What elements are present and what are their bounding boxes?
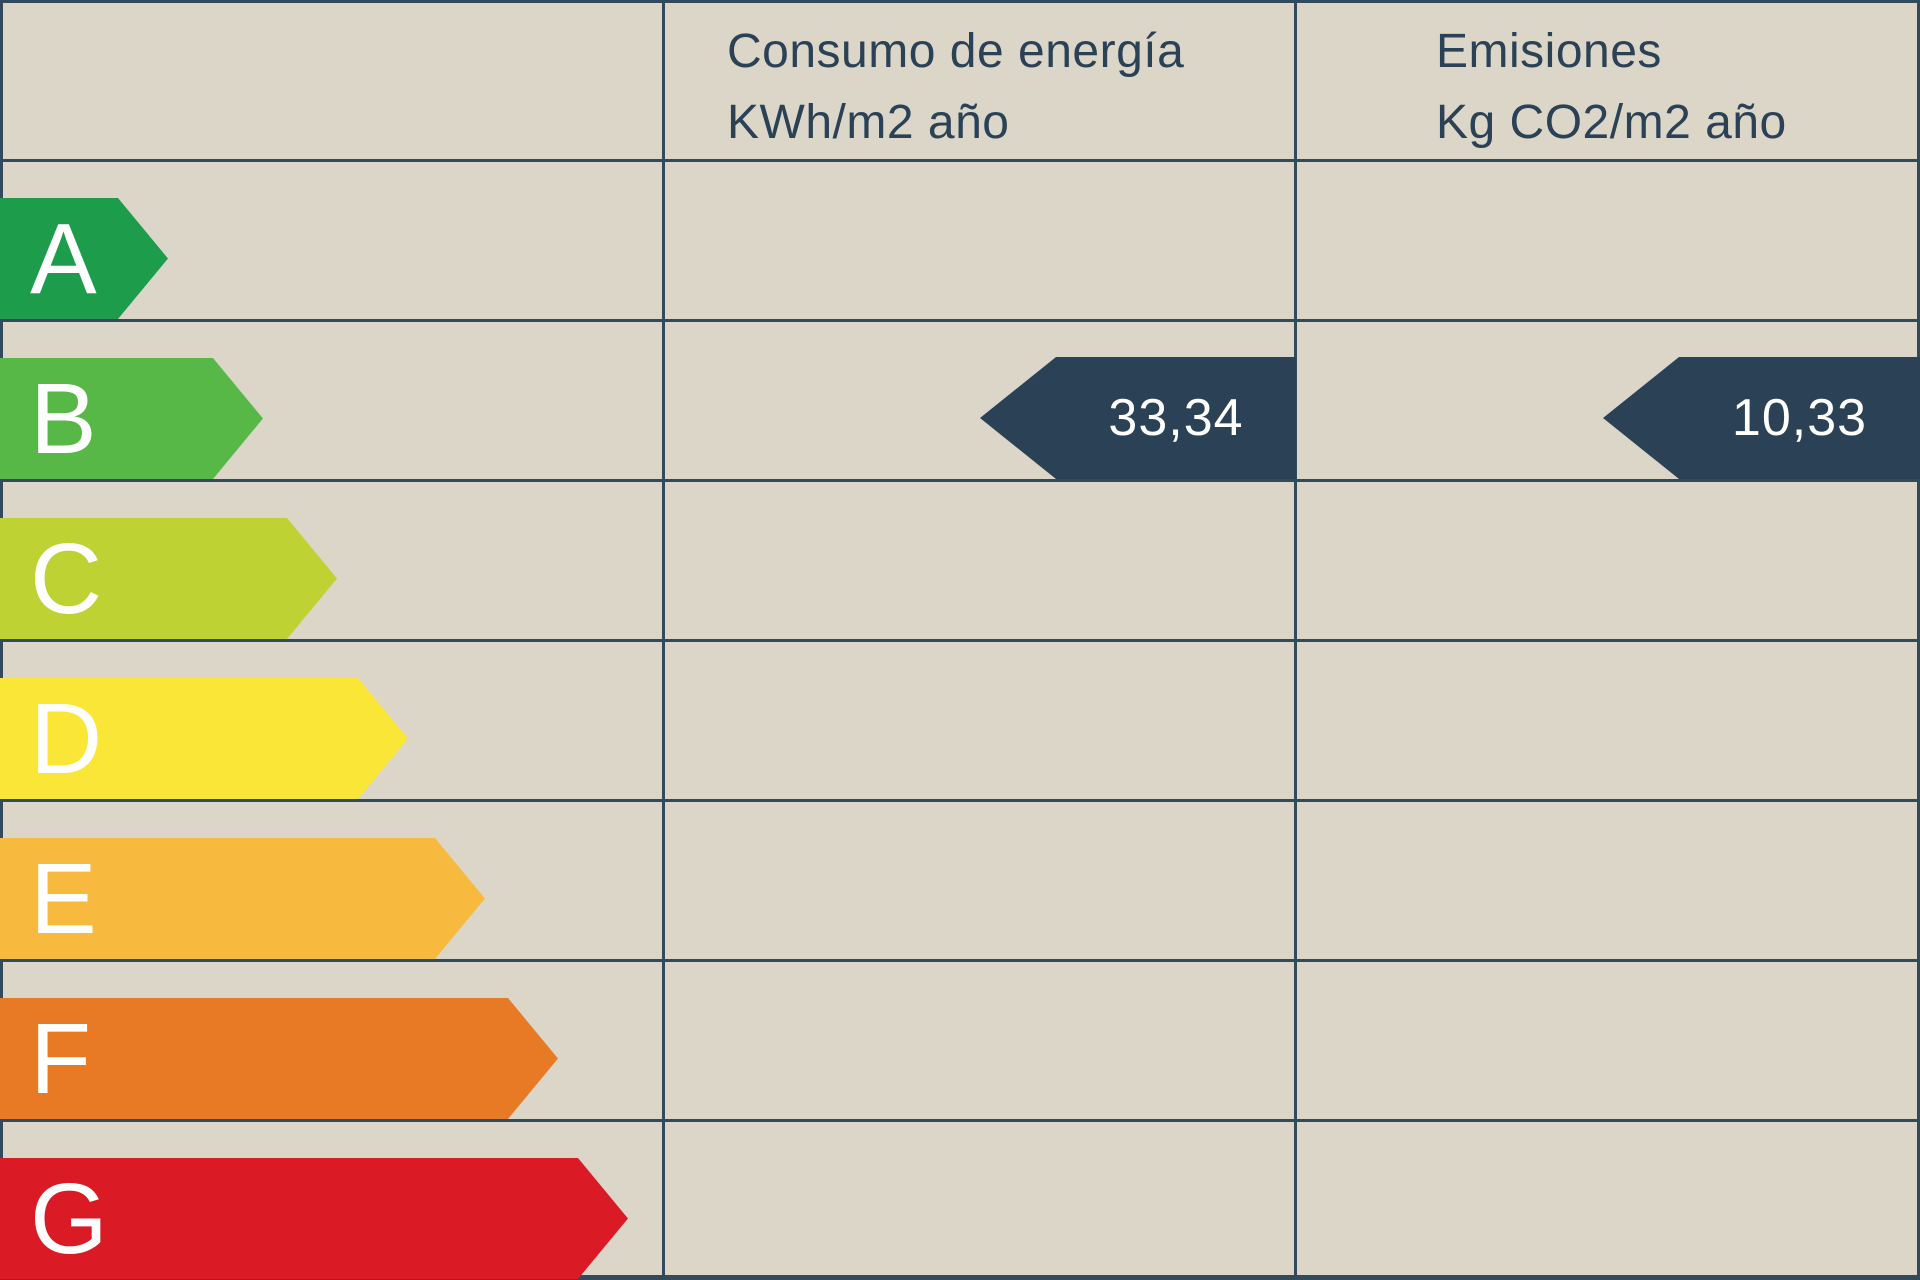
rating-arrow-a: A: [0, 198, 168, 319]
consumption-header-line1: Consumo de energía: [727, 25, 1185, 78]
column-divider: [1294, 0, 1297, 1280]
consumption-column-header: Consumo de energía KWh/m2 año: [727, 16, 1184, 158]
rating-arrow-g-tip-icon: [578, 1158, 628, 1279]
grid-line-horizontal: [0, 479, 1920, 482]
consumption-value-arrow: 33,34: [980, 357, 1296, 479]
emissions-header-line2: Kg CO2/m2 año: [1436, 96, 1787, 149]
rating-arrow-c: C: [0, 518, 337, 639]
border-bottom: [0, 1275, 1920, 1280]
rating-letter-f: F: [30, 1002, 92, 1115]
consumption-value: 33,34: [1108, 389, 1244, 447]
rating-arrow-c-body: C: [0, 518, 287, 639]
grid-line-horizontal: [0, 1119, 1920, 1122]
rating-arrow-e-tip-icon: [435, 838, 485, 959]
grid-line-horizontal: [0, 959, 1920, 962]
rating-letter-d: D: [30, 682, 103, 795]
rating-arrow-a-body: A: [0, 198, 118, 319]
rating-arrow-d-tip-icon: [358, 678, 408, 799]
rating-letter-b: B: [30, 362, 97, 475]
rating-arrow-f: F: [0, 998, 558, 1119]
rating-arrow-a-tip-icon: [118, 198, 168, 319]
emissions-column-header: Emisiones Kg CO2/m2 año: [1436, 16, 1787, 158]
rating-arrow-f-body: F: [0, 998, 508, 1119]
grid-line-horizontal: [0, 639, 1920, 642]
rating-arrow-b-body: B: [0, 358, 213, 479]
emissions-header-line1: Emisiones: [1436, 25, 1662, 78]
rating-arrow-f-tip-icon: [508, 998, 558, 1119]
rating-letter-g: G: [30, 1162, 108, 1275]
border-right: [1917, 0, 1920, 1280]
emissions-value-arrow: 10,33: [1603, 357, 1920, 479]
column-divider: [662, 0, 665, 1280]
rating-letter-e: E: [30, 842, 97, 955]
rating-arrow-c-tip-icon: [287, 518, 337, 639]
rating-arrow-b-tip-icon: [213, 358, 263, 479]
consumption-header-line2: KWh/m2 año: [727, 96, 1010, 149]
rating-arrow-g-body: G: [0, 1158, 578, 1279]
emissions-value: 10,33: [1731, 389, 1868, 447]
rating-arrow-g: G: [0, 1158, 628, 1279]
rating-arrow-e: E: [0, 838, 485, 959]
grid-line-horizontal: [0, 319, 1920, 322]
grid-line-horizontal: [0, 159, 1920, 162]
rating-arrow-e-body: E: [0, 838, 435, 959]
rating-letter-a: A: [30, 202, 97, 315]
border-left: [0, 0, 3, 1280]
emissions-value-arrow-body: 10,33: [1679, 357, 1920, 479]
rating-arrow-d: D: [0, 678, 408, 799]
border-top: [0, 0, 1920, 3]
rating-arrow-b: B: [0, 358, 263, 479]
emissions-value-arrow-tip-icon: [1603, 357, 1679, 479]
grid-line-horizontal: [0, 799, 1920, 802]
consumption-value-arrow-body: 33,34: [1056, 357, 1296, 479]
consumption-value-arrow-tip-icon: [980, 357, 1056, 479]
rating-letter-c: C: [30, 522, 103, 635]
rating-arrow-d-body: D: [0, 678, 358, 799]
